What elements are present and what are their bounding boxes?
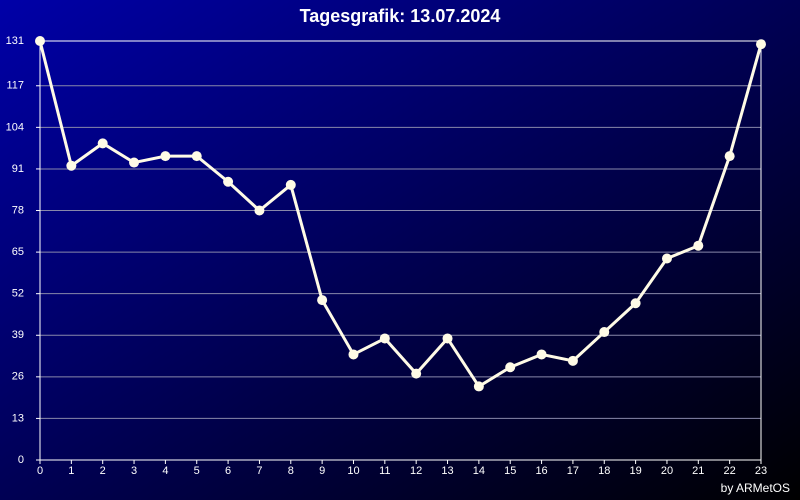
data-point [129, 157, 140, 168]
data-point [724, 151, 735, 162]
y-tick-label: 117 [6, 80, 24, 92]
data-point [285, 179, 296, 190]
data-point [567, 355, 578, 366]
x-tick-label: 10 [347, 465, 359, 477]
data-point [661, 253, 672, 264]
data-point [160, 151, 171, 162]
data-point [379, 333, 390, 344]
data-point [348, 349, 359, 360]
data-point [66, 160, 77, 171]
x-tick-label: 2 [100, 465, 106, 477]
x-tick-label: 23 [755, 465, 767, 477]
data-point [35, 36, 45, 46]
y-tick-label: 13 [12, 412, 24, 424]
x-tick-label: 16 [535, 465, 547, 477]
data-point [693, 240, 704, 251]
x-tick-label: 3 [131, 465, 137, 477]
y-tick-label: 91 [12, 163, 24, 175]
data-point [191, 151, 202, 162]
x-tick-label: 1 [68, 465, 74, 477]
x-tick-label: 19 [629, 465, 641, 477]
y-tick-label: 78 [12, 204, 24, 216]
y-tick-label: 52 [12, 288, 24, 300]
x-tick-label: 12 [410, 465, 422, 477]
data-point [317, 295, 328, 306]
data-point [630, 298, 641, 309]
x-tick-label: 9 [319, 465, 325, 477]
x-tick-label: 7 [256, 465, 262, 477]
x-tick-label: 11 [379, 465, 390, 477]
y-tick-label: 65 [12, 246, 24, 258]
data-point [473, 381, 484, 392]
x-tick-label: 0 [37, 465, 43, 477]
data-point [254, 205, 265, 216]
x-tick-label: 22 [724, 465, 736, 477]
y-tick-label: 0 [18, 454, 24, 466]
x-tick-label: 5 [194, 465, 200, 477]
data-point [97, 138, 108, 149]
x-tick-label: 15 [504, 465, 516, 477]
x-tick-label: 13 [441, 465, 453, 477]
plot-frame [39, 40, 762, 461]
x-tick-label: 6 [225, 465, 231, 477]
credit: by ARMetOS [721, 481, 790, 495]
data-point [536, 349, 547, 360]
y-tick-label: 104 [6, 121, 24, 133]
y-tick-label: 131 [6, 35, 24, 47]
x-tick-label: 4 [162, 465, 168, 477]
data-point [599, 327, 610, 338]
x-tick-label: 14 [473, 465, 485, 477]
data-point [442, 333, 453, 344]
data-point [411, 368, 422, 379]
x-tick-label: 21 [692, 465, 704, 477]
x-tick-label: 8 [288, 465, 294, 477]
x-tick-label: 17 [567, 465, 579, 477]
y-tick-label: 39 [12, 329, 24, 341]
x-tick-label: 20 [661, 465, 673, 477]
data-point [756, 39, 766, 50]
data-point [505, 362, 516, 373]
chart-title: Tagesgrafik: 13.07.2024 [300, 6, 501, 26]
series-line [38, 40, 763, 389]
data-point [223, 176, 234, 187]
y-tick-label: 26 [12, 371, 24, 383]
x-tick-label: 18 [598, 465, 610, 477]
